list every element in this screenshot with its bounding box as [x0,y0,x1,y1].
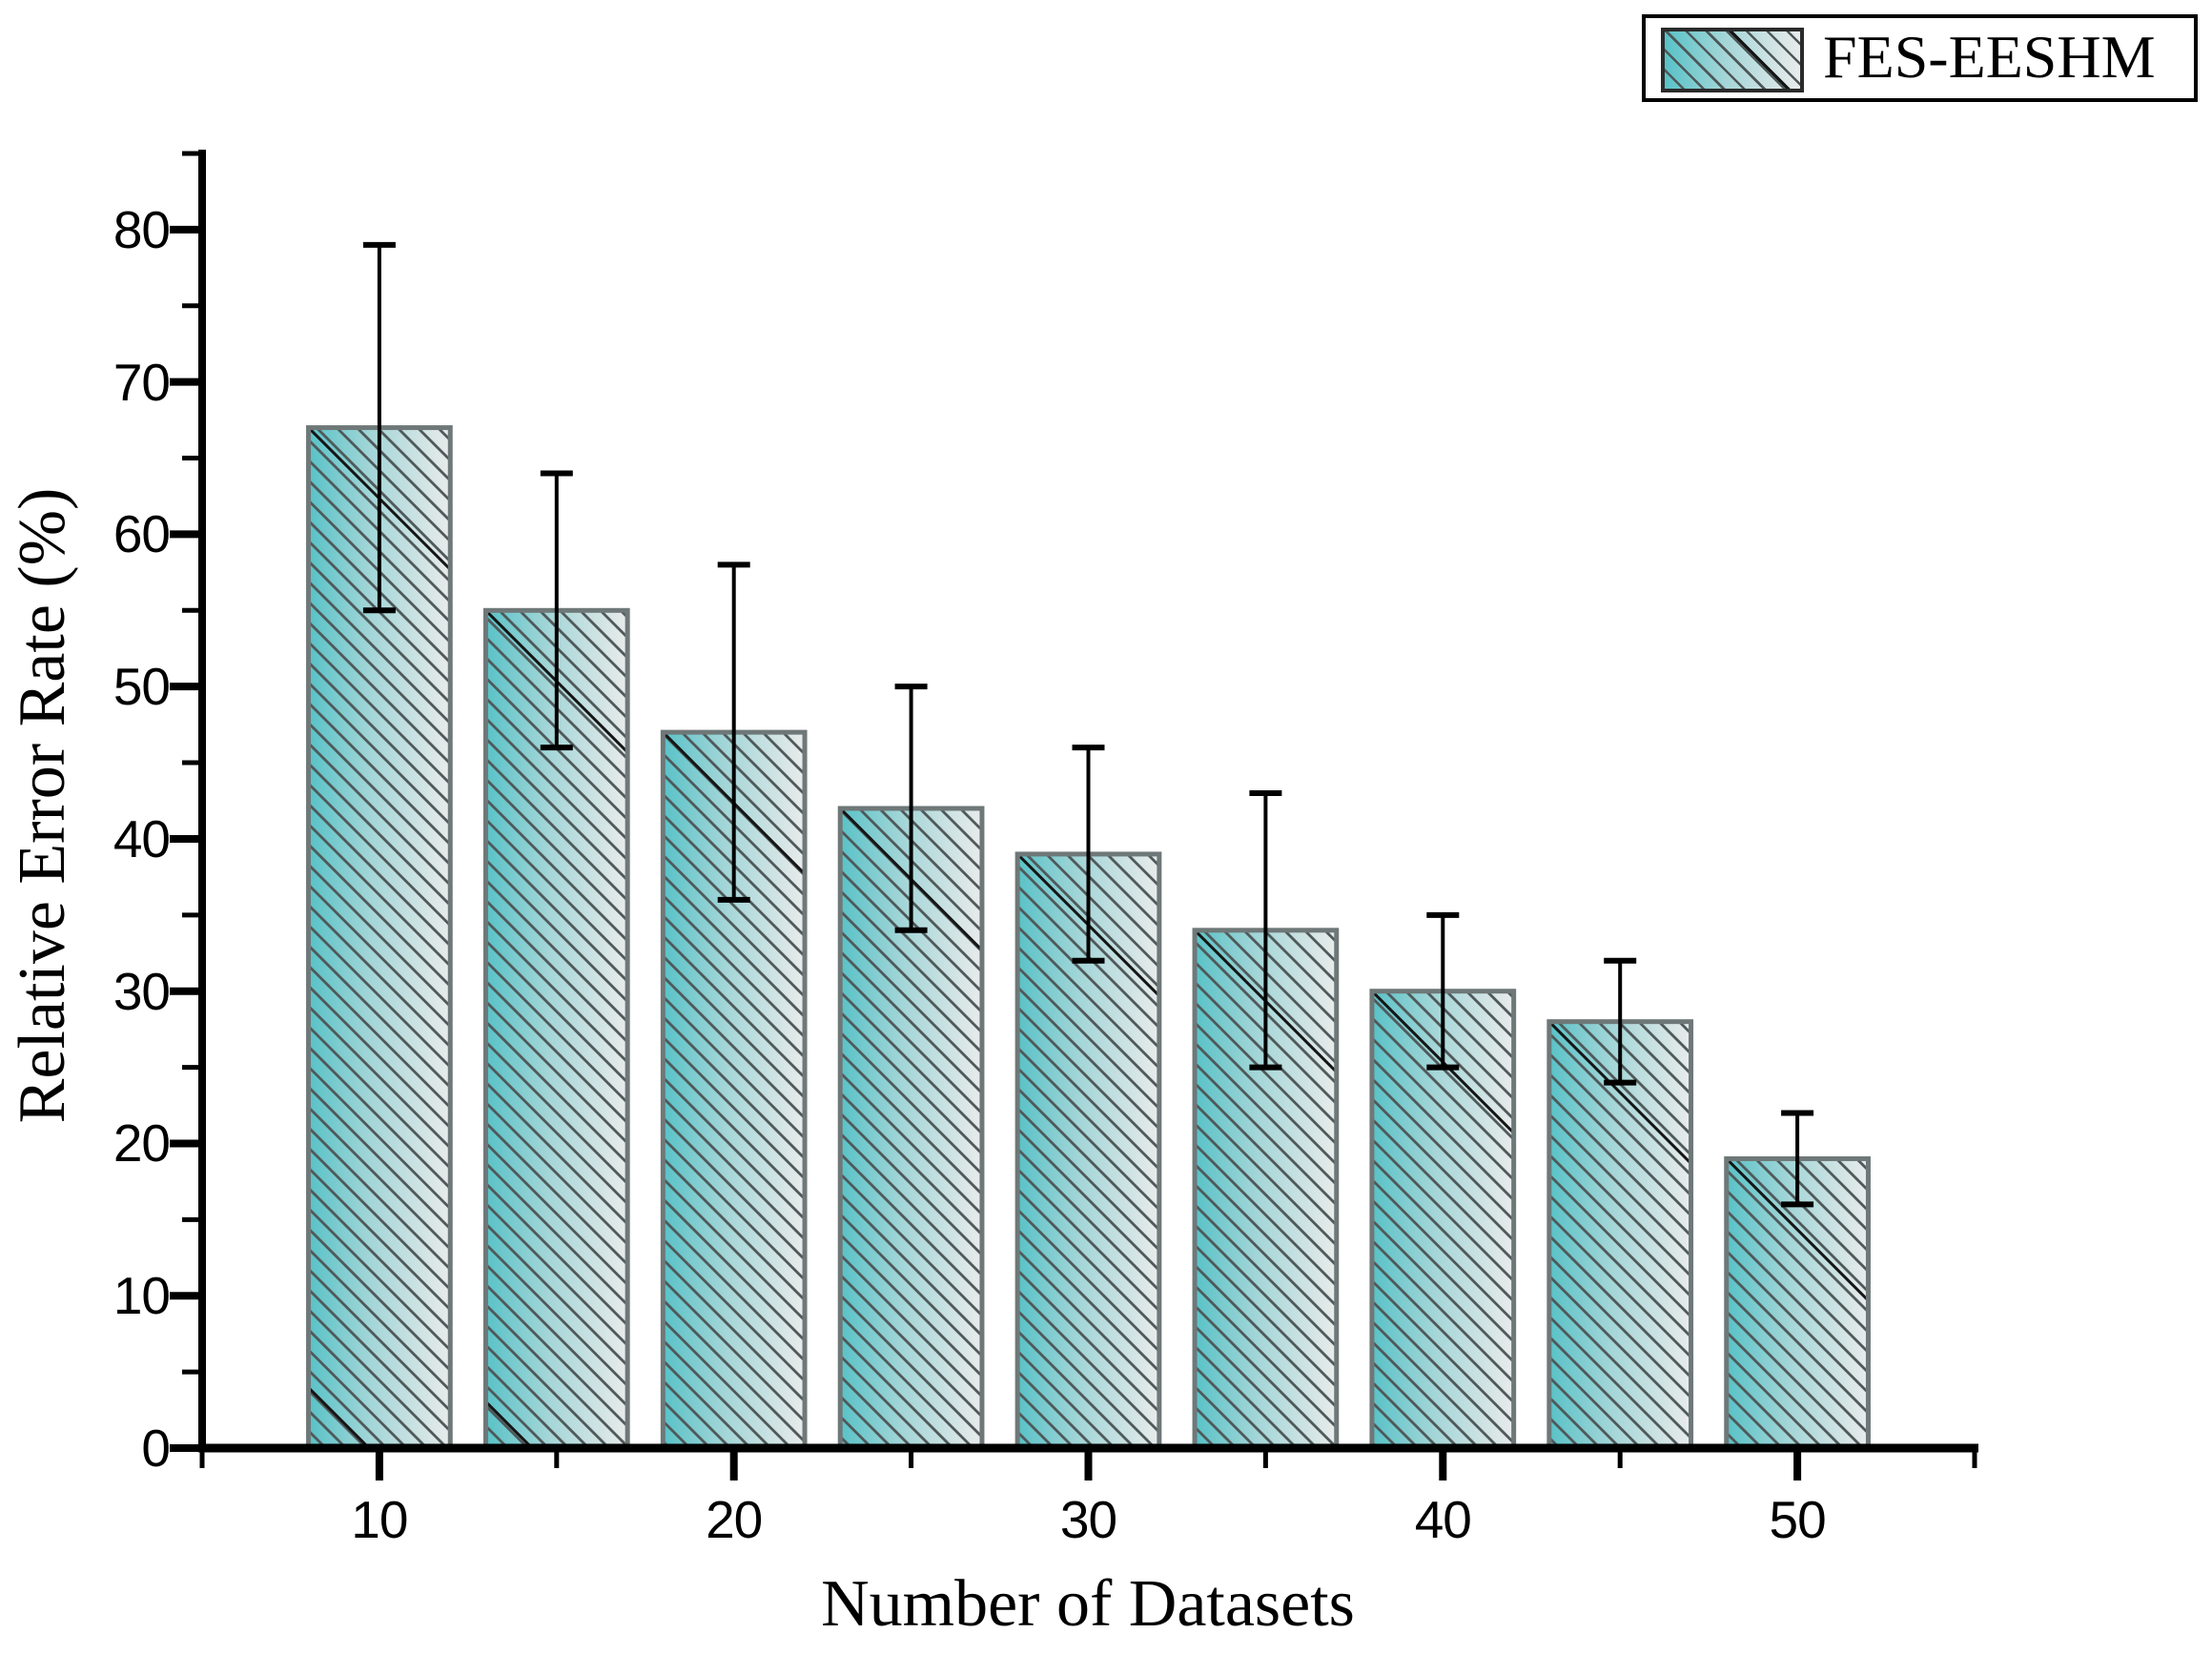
x-tick-label: 10 [351,1490,408,1549]
bar [837,806,985,1451]
y-tick-label: 0 [141,1419,171,1478]
error-bar [362,241,396,614]
error-bar [1249,790,1282,1071]
x-tick-label: 20 [706,1490,763,1549]
y-tick-label: 40 [113,808,171,868]
error-bar [1781,1110,1814,1208]
y-tick-label: 50 [113,657,171,717]
y-axis-ticks [170,151,198,1452]
error-bar [1604,957,1637,1086]
legend-swatch-fes-eeshm [1661,28,1804,92]
error-bar [894,684,928,933]
axes [198,150,1978,1453]
error-bar [540,470,573,751]
y-tick-label: 80 [113,199,171,259]
y-tick-label: 70 [113,352,171,412]
legend-label: FES-EESHM [1823,23,2156,91]
x-tick-label: 50 [1769,1490,1827,1549]
error-bar [717,562,750,903]
x-tick-label: 30 [1059,1490,1117,1549]
y-tick-label: 60 [113,504,171,564]
y-tick-label: 10 [113,1266,171,1326]
y-axis-title: Relative Error Rate (%) [6,487,79,1124]
bar [1546,1019,1694,1451]
error-bar [1426,911,1460,1071]
x-axis-title: Number of Datasets [821,1567,1355,1641]
legend: FES-EESHM [1642,14,2198,102]
y-tick-label: 20 [113,1113,171,1174]
x-tick-label: 40 [1414,1490,1472,1549]
x-axis-ticks [199,1452,1977,1480]
y-tick-label: 30 [113,961,171,1021]
error-bar [1072,745,1105,964]
